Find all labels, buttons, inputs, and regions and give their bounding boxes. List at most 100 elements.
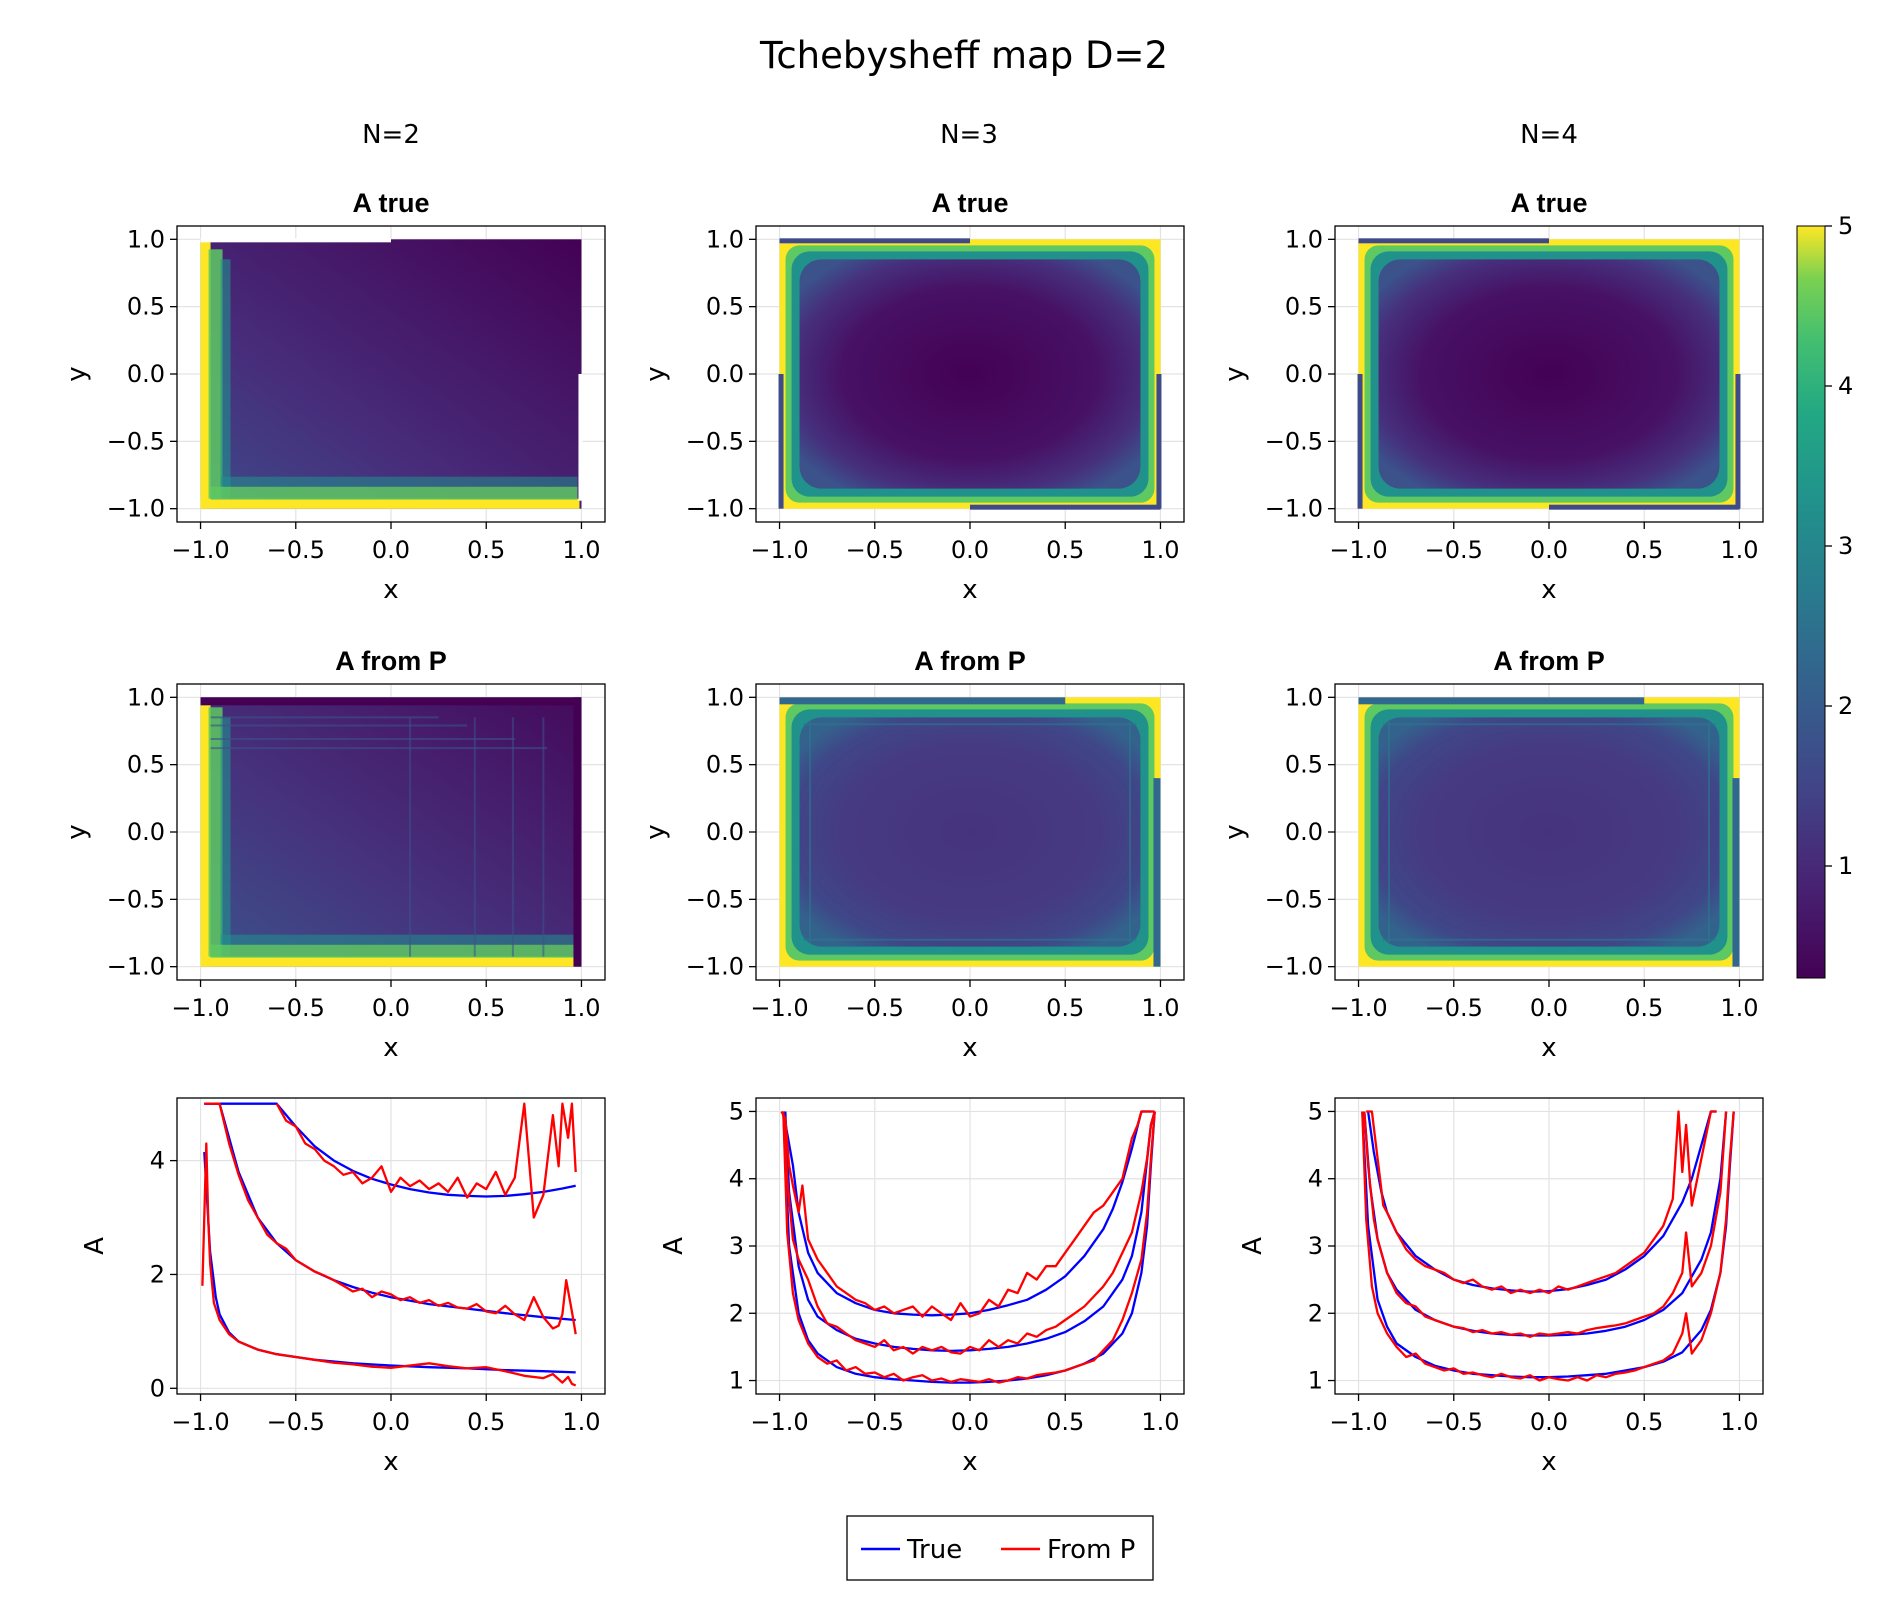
heatmap-edge-left-fade xyxy=(220,717,231,957)
y-tick-label-1: −0.5 xyxy=(686,427,744,455)
series-line-true-1 xyxy=(1363,1111,1728,1337)
series-line-true-0 xyxy=(782,1110,1151,1317)
y-tick-label-2: 0.0 xyxy=(706,818,744,846)
heatmap-edge-left-inner xyxy=(208,249,223,499)
x-tick-label-3: 0.5 xyxy=(1625,1408,1663,1436)
x-tick-label-0: −1.0 xyxy=(171,1408,229,1436)
series-line-true-0 xyxy=(204,1102,576,1198)
y-tick-label-1: 2 xyxy=(729,1299,744,1327)
series-line-true-1 xyxy=(784,1111,1156,1353)
panel-2-1: −1.0 −0.5 0.0 0.5 1.0 1 2 3 4 5 x A xyxy=(659,1097,1185,1477)
x-axis-label: x xyxy=(383,1447,398,1477)
x-tick-label-0: −1.0 xyxy=(750,1408,808,1436)
x-tick-label-0: −1.0 xyxy=(750,994,808,1022)
x-tick-label-0: −1.0 xyxy=(1329,1408,1387,1436)
y-axis-label: A xyxy=(1238,1237,1268,1255)
y-axis-label: y xyxy=(1220,366,1250,381)
y-tick-label-0: 0 xyxy=(150,1374,165,1402)
series-line-from-p-5 xyxy=(1361,1111,1735,1382)
y-tick-label-3: 0.5 xyxy=(706,293,744,321)
colorbar: 1 2 3 4 5 xyxy=(1796,212,1853,979)
y-axis-label: y xyxy=(62,824,92,839)
y-axis-label: y xyxy=(641,824,671,839)
y-tick-label-0: 1 xyxy=(729,1367,744,1395)
x-axis-label: x xyxy=(962,1033,977,1063)
y-tick-label-0: −1.0 xyxy=(107,495,165,523)
series-line-true-2 xyxy=(782,1111,1156,1384)
legend-label-true: True xyxy=(906,1535,962,1565)
x-tick-label-0: −1.0 xyxy=(171,994,229,1022)
x-tick-label-1: −0.5 xyxy=(267,536,325,564)
heatmap-edge-left xyxy=(200,699,211,967)
y-tick-label-1: 2 xyxy=(1308,1299,1323,1327)
x-tick-label-4: 1.0 xyxy=(562,994,600,1022)
y-tick-label-0: −1.0 xyxy=(686,953,744,981)
colorbar-tick-label-2: 3 xyxy=(1838,532,1853,560)
heatmap-edge-right xyxy=(1732,778,1740,967)
panel-1-1: −1.0 −0.5 0.0 0.5 1.0 −1.0 −0.5 0.0 0.5 1.0 x y A fr… xyxy=(641,646,1185,1063)
x-tick-label-2: 0.0 xyxy=(1530,1408,1568,1436)
y-tick-label-3: 4 xyxy=(1308,1165,1323,1193)
heatmap-edge-bottom-inner xyxy=(210,486,578,500)
heatmap-notch-top xyxy=(1358,238,1549,244)
panel-title: A from P xyxy=(914,646,1026,676)
heatmap-edge-bottom-fade xyxy=(220,476,578,487)
y-tick-label-4: 1.0 xyxy=(1285,683,1323,711)
y-tick-label-1: 2 xyxy=(150,1260,165,1288)
x-tick-label-0: −1.0 xyxy=(171,536,229,564)
colorbar-tick-label-0: 1 xyxy=(1838,852,1853,880)
y-tick-label-4: 1.0 xyxy=(706,683,744,711)
colorbar-tick-label-3: 4 xyxy=(1838,372,1853,400)
panel-2-0: −1.0 −0.5 0.0 0.5 1.0 0 2 4 x A xyxy=(80,1097,606,1477)
heatmap-edge-bottom xyxy=(200,498,580,509)
y-tick-label-2: 0.0 xyxy=(127,818,165,846)
panels: −1.0 −0.5 0.0 0.5 1.0 −1.0 −0.5 0.0 0.5 1.0 x y A tr… xyxy=(62,188,1764,1477)
x-tick-label-2: 0.0 xyxy=(951,1408,989,1436)
heatmap-notch-left xyxy=(778,374,784,509)
panel-title: A true xyxy=(1510,188,1587,218)
x-tick-label-3: 0.5 xyxy=(1046,536,1084,564)
heatmap-notch-bottom xyxy=(970,504,1161,510)
colorbar-tick-label-4: 5 xyxy=(1838,212,1853,240)
y-tick-label-0: −1.0 xyxy=(686,495,744,523)
panel-1-2: −1.0 −0.5 0.0 0.5 1.0 −1.0 −0.5 0.0 0.5 1.0 x y A fr… xyxy=(1220,646,1764,1063)
y-tick-label-2: 4 xyxy=(150,1147,165,1175)
y-tick-label-1: −0.5 xyxy=(1265,427,1323,455)
y-tick-label-4: 1.0 xyxy=(127,683,165,711)
y-tick-label-3: 0.5 xyxy=(127,293,165,321)
x-axis-label: x xyxy=(1541,575,1556,605)
x-tick-label-3: 0.5 xyxy=(1625,536,1663,564)
column-title-n2: N=2 xyxy=(362,120,420,150)
panel-title: A from P xyxy=(335,646,447,676)
y-tick-label-4: 5 xyxy=(1308,1097,1323,1125)
x-tick-label-3: 0.5 xyxy=(1625,994,1663,1022)
x-tick-label-2: 0.0 xyxy=(372,1408,410,1436)
series-line-from-p-3 xyxy=(275,1102,577,1219)
y-tick-label-4: 5 xyxy=(729,1097,744,1125)
x-tick-label-1: −0.5 xyxy=(846,536,904,564)
x-tick-label-4: 1.0 xyxy=(1720,994,1758,1022)
y-tick-label-1: −0.5 xyxy=(1265,885,1323,913)
y-tick-label-0: −1.0 xyxy=(1265,495,1323,523)
x-tick-label-4: 1.0 xyxy=(1141,1408,1179,1436)
x-tick-label-4: 1.0 xyxy=(562,536,600,564)
y-axis-label: y xyxy=(62,366,92,381)
heatmap-interior xyxy=(1378,259,1720,489)
heatmap-notch-right xyxy=(1156,374,1162,509)
y-tick-label-0: −1.0 xyxy=(107,953,165,981)
x-tick-label-1: −0.5 xyxy=(1425,1408,1483,1436)
heatmap-notch-right xyxy=(1735,374,1741,509)
heatmap-edge-bottom-fade xyxy=(220,934,578,945)
series-line-true-0 xyxy=(1366,1110,1717,1293)
heatmap-edge-left xyxy=(200,241,211,509)
y-tick-label-0: −1.0 xyxy=(1265,953,1323,981)
x-tick-label-4: 1.0 xyxy=(1720,536,1758,564)
colorbar-tick-label-1: 2 xyxy=(1838,692,1853,720)
y-tick-label-4: 1.0 xyxy=(1285,225,1323,253)
y-axis-label: y xyxy=(641,366,671,381)
x-tick-label-1: −0.5 xyxy=(267,994,325,1022)
y-tick-label-1: −0.5 xyxy=(686,885,744,913)
heatmap-interior xyxy=(1378,717,1720,947)
y-tick-label-3: 0.5 xyxy=(706,751,744,779)
y-tick-label-3: 4 xyxy=(729,1165,744,1193)
